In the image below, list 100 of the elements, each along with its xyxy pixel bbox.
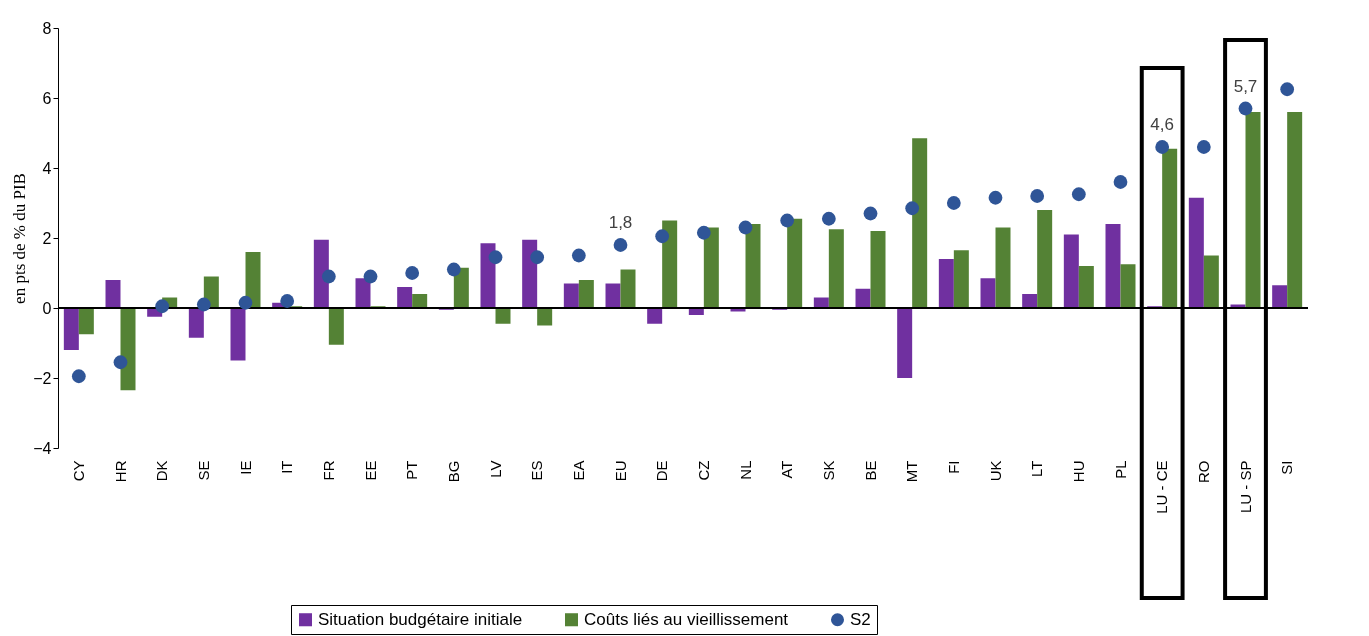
x-tick-label: HU xyxy=(1069,460,1087,483)
x-tick-label: LU - CE xyxy=(1153,460,1171,514)
y-tick-label: 4 xyxy=(42,159,52,177)
x-tick-label: SK xyxy=(819,460,837,481)
bar xyxy=(230,308,246,361)
bar xyxy=(1287,112,1303,308)
bar xyxy=(980,278,996,308)
bar xyxy=(1063,234,1079,308)
bar xyxy=(537,308,553,326)
point xyxy=(863,206,878,221)
bar xyxy=(328,308,344,345)
point xyxy=(655,229,670,244)
bar xyxy=(703,227,719,308)
point xyxy=(1238,101,1253,116)
y-axis-title: en pts de % du PIB xyxy=(10,173,30,304)
point xyxy=(1280,82,1295,97)
x-tick-label: SE xyxy=(194,460,212,481)
bar xyxy=(63,308,79,350)
point xyxy=(946,196,961,210)
x-tick-label: PL xyxy=(1111,460,1129,479)
x-tick-label: ES xyxy=(528,460,546,481)
x-tick-label: IE xyxy=(236,460,254,475)
bar xyxy=(1037,210,1053,308)
x-tick-label: LV xyxy=(486,460,504,478)
point xyxy=(1113,175,1128,189)
point xyxy=(446,262,461,277)
point xyxy=(113,355,128,370)
bar xyxy=(397,287,413,308)
x-tick-label: RO xyxy=(1194,460,1212,483)
bar xyxy=(563,283,579,308)
bar xyxy=(1188,197,1204,308)
point xyxy=(321,269,336,284)
point xyxy=(196,297,211,312)
legend-label: Situation budgétaire initiale xyxy=(318,609,523,629)
x-tick-label: PT xyxy=(403,460,421,480)
x-tick-label: BG xyxy=(444,460,462,483)
point xyxy=(988,190,1003,205)
bar xyxy=(1022,294,1038,308)
bar xyxy=(105,280,121,308)
x-tick-label: MT xyxy=(903,460,921,483)
y-tick-label: −2 xyxy=(33,369,52,387)
point xyxy=(488,250,503,265)
bar xyxy=(647,308,663,324)
point xyxy=(571,248,586,263)
x-tick-label: FR xyxy=(319,460,337,481)
x-tick-label: EU xyxy=(611,460,629,482)
point xyxy=(696,225,711,240)
bar xyxy=(1203,255,1219,308)
point xyxy=(238,295,253,310)
x-tick-label: CZ xyxy=(694,460,712,481)
bar xyxy=(245,252,261,308)
x-tick-label: BE xyxy=(861,460,879,481)
x-tick-label: CY xyxy=(69,460,87,482)
point xyxy=(155,299,170,314)
x-tick-label: DK xyxy=(153,460,171,482)
bar xyxy=(938,259,954,308)
bar xyxy=(1162,148,1178,308)
bar xyxy=(787,218,803,308)
x-tick-label: IT xyxy=(278,460,296,474)
point xyxy=(71,369,86,384)
bar xyxy=(522,239,538,308)
bar xyxy=(605,283,621,308)
legend-label: S2 xyxy=(850,609,871,629)
bar xyxy=(495,308,511,324)
y-tick-label: −4 xyxy=(33,439,52,457)
legend-label: Coûts liés au vieillissement xyxy=(584,609,789,629)
point xyxy=(1196,140,1211,154)
point xyxy=(530,250,545,265)
bar xyxy=(1245,112,1261,308)
x-tick-label: FI xyxy=(944,460,962,474)
x-tick-label: NL xyxy=(736,460,754,480)
point xyxy=(738,220,753,235)
point xyxy=(280,294,295,308)
x-tick-label: AT xyxy=(778,460,796,479)
bar xyxy=(745,224,761,308)
bar xyxy=(828,229,844,308)
x-tick-label: EE xyxy=(361,460,379,481)
bar xyxy=(662,220,678,308)
bar xyxy=(620,269,636,308)
bar xyxy=(953,250,969,308)
bar xyxy=(78,308,94,335)
bar xyxy=(855,288,871,308)
bar xyxy=(313,239,329,308)
point xyxy=(613,238,628,252)
y-tick-label: 8 xyxy=(42,19,52,37)
y-tick-label: 2 xyxy=(42,229,52,247)
bar xyxy=(897,308,913,378)
x-tick-label: UK xyxy=(986,460,1004,482)
point xyxy=(780,213,795,228)
x-tick-label: EA xyxy=(569,460,587,481)
data-label: 1,8 xyxy=(608,213,633,232)
point xyxy=(1155,140,1170,154)
point xyxy=(405,266,420,280)
x-tick-label: LT xyxy=(1028,460,1046,477)
bar xyxy=(120,308,136,391)
data-label: 5,7 xyxy=(1233,76,1258,96)
point xyxy=(821,211,836,226)
x-tick-label: DE xyxy=(653,460,671,482)
y-tick-label: 0 xyxy=(42,299,52,317)
bar xyxy=(912,138,928,308)
